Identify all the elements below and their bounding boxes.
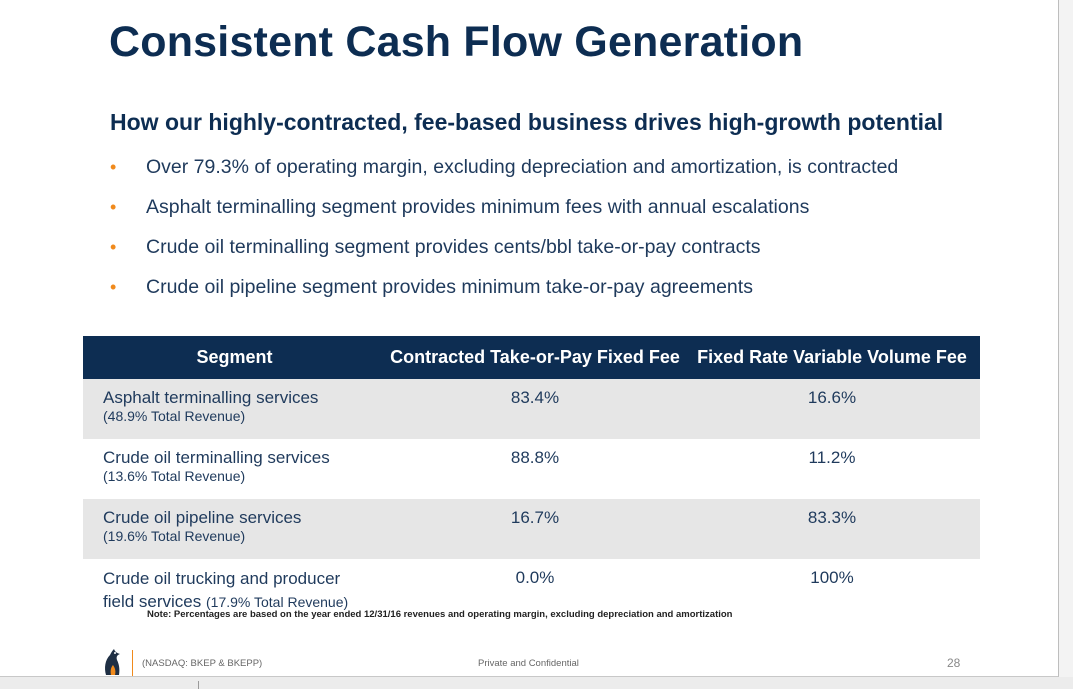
segment-name: Crude oil terminalling services	[103, 448, 330, 467]
variable-fee-cell: 100%	[810, 568, 854, 587]
bullet-item: • Crude oil terminalling segment provide…	[110, 233, 898, 273]
footer-divider	[132, 650, 133, 676]
page-number: 28	[947, 656, 961, 670]
table-row: Crude oil terminalling services (13.6% T…	[83, 439, 980, 499]
segment-revenue-share: (48.9% Total Revenue)	[103, 408, 246, 424]
table-header-row: Segment Contracted Take-or-Pay Fixed Fee…	[83, 336, 980, 379]
bullet-icon: •	[110, 197, 117, 217]
viewer-right-gutter	[1059, 0, 1073, 689]
slide: Consistent Cash Flow Generation How our …	[0, 0, 1059, 677]
footer-confidential: Private and Confidential	[478, 658, 579, 669]
header-variable-fee: Fixed Rate Variable Volume Fee	[684, 336, 980, 379]
segment-cell: Crude oil trucking and producer field se…	[83, 559, 386, 624]
segment-name-line2: field services	[103, 592, 202, 611]
table-row: Asphalt terminalling services (48.9% Tot…	[83, 379, 980, 439]
segment-table: Segment Contracted Take-or-Pay Fixed Fee…	[83, 336, 980, 624]
fixed-fee-cell: 0.0%	[515, 568, 555, 587]
table-row: Crude oil pipeline services (19.6% Total…	[83, 499, 980, 559]
segment-revenue-share: (13.6% Total Revenue)	[103, 468, 246, 484]
company-logo-icon	[105, 649, 120, 675]
slide-title: Consistent Cash Flow Generation	[109, 18, 804, 66]
segment-name: Asphalt terminalling services	[103, 388, 319, 407]
bullet-icon: •	[110, 277, 117, 297]
bullet-text: Crude oil pipeline segment provides mini…	[146, 276, 753, 298]
fixed-fee-cell: 83.4%	[386, 379, 684, 439]
bullet-text: Asphalt terminalling segment provides mi…	[146, 196, 810, 218]
segment-revenue-share: (17.9% Total Revenue)	[206, 594, 349, 610]
variable-fee-cell: 83.3%	[684, 499, 980, 559]
bullet-list: • Over 79.3% of operating margin, exclud…	[110, 153, 898, 313]
header-segment: Segment	[83, 336, 386, 379]
viewer-bottom-tick	[198, 681, 199, 689]
fixed-fee-cell: 88.8%	[510, 448, 560, 467]
segment-name: Crude oil pipeline services	[103, 508, 302, 527]
bullet-item: • Asphalt terminalling segment provides …	[110, 193, 898, 233]
bullet-item: • Over 79.3% of operating margin, exclud…	[110, 153, 898, 193]
bullet-icon: •	[110, 157, 117, 177]
footnote: Note: Percentages are based on the year …	[147, 609, 733, 620]
fixed-fee-cell: 16.7%	[386, 499, 684, 559]
table-row: Crude oil trucking and producer field se…	[83, 559, 980, 624]
segment-name-line1: Crude oil trucking and producer	[103, 569, 341, 588]
segment-cell: Asphalt terminalling services (48.9% Tot…	[83, 379, 386, 439]
slide-subtitle: How our highly-contracted, fee-based bus…	[110, 109, 944, 135]
bullet-icon: •	[110, 237, 117, 257]
segment-revenue-share: (19.6% Total Revenue)	[103, 528, 246, 544]
variable-fee-cell: 16.6%	[684, 379, 980, 439]
segment-cell: Crude oil terminalling services (13.6% T…	[83, 439, 386, 499]
viewer-bottom-strip	[0, 677, 1073, 689]
bullet-text: Over 79.3% of operating margin, excludin…	[146, 156, 899, 178]
header-fixed-fee: Contracted Take-or-Pay Fixed Fee	[386, 336, 684, 379]
bullet-item: • Crude oil pipeline segment provides mi…	[110, 273, 898, 313]
bullet-text: Crude oil terminalling segment provides …	[146, 236, 761, 258]
variable-fee-cell: 11.2%	[808, 448, 856, 467]
footer-ticker: (NASDAQ: BKEP & BKEPP)	[142, 658, 263, 669]
segment-cell: Crude oil pipeline services (19.6% Total…	[83, 499, 386, 559]
